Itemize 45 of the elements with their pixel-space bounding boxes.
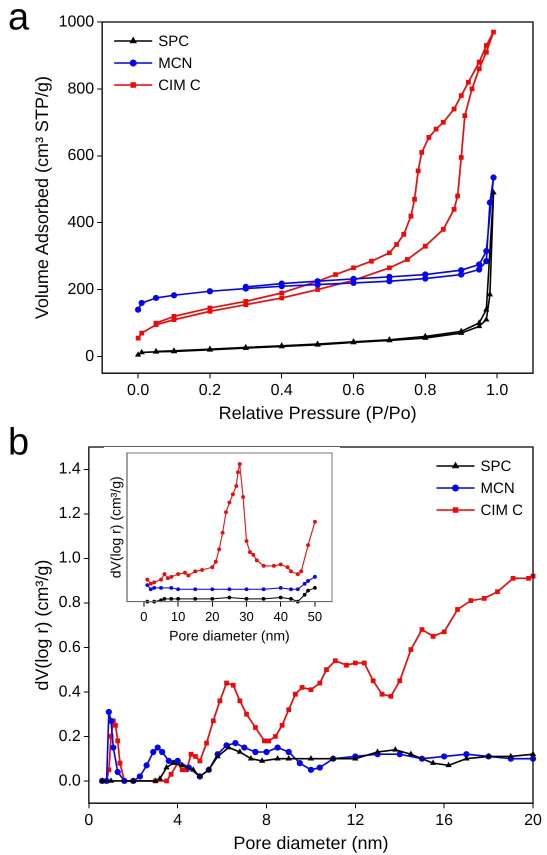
x-tick-label: 0.4 (270, 382, 293, 400)
x-tick-label: 16 (435, 812, 454, 830)
y-axis-title: dV(log r) (cm³/g) (32, 560, 52, 691)
x-tick-label: 50 (308, 608, 322, 624)
legend-label: MCN (480, 480, 515, 498)
y-tick-label: 0.0 (58, 772, 81, 790)
y-tick-label: 0.2 (58, 728, 81, 745)
y-tick-label: 1000 (58, 13, 94, 30)
x-tick-label: 0 (140, 608, 148, 624)
x-tick-label: 8 (262, 812, 272, 830)
legend-label: SPC (480, 458, 512, 476)
x-tick-label: 0.6 (342, 382, 365, 400)
x-axis-title: Pore diameter (nm) (233, 833, 388, 854)
y-tick-label: 0 (85, 348, 94, 365)
y-tick-label: 400 (67, 214, 94, 232)
x-tick-label: 4 (173, 812, 182, 830)
y-axis-title: Volume Adsorbed (cm³ STP/g) (32, 76, 52, 320)
y-tick-label: 200 (67, 280, 94, 298)
legend-label: CIM C (480, 502, 524, 520)
x-tick-label: 12 (346, 812, 364, 830)
y-tick-label: 600 (67, 147, 94, 164)
y-tick-label: 0.6 (58, 638, 81, 656)
y-tick-label: 800 (67, 80, 94, 98)
x-tick-label: 20 (205, 608, 220, 624)
y-tick-label: 1.4 (58, 460, 81, 478)
chart-title: a (8, 0, 30, 38)
chart-title: b (8, 421, 30, 464)
legend-label: SPC (158, 33, 190, 50)
legend-label: CIM C (158, 77, 201, 94)
x-tick-label: 0.2 (198, 382, 222, 400)
x-tick-label: 0.8 (414, 382, 437, 400)
y-axis-title: dV(log r) (cm³/g) (107, 476, 124, 578)
x-tick-label: 0.0 (126, 382, 150, 400)
y-tick-label: 0.8 (58, 594, 81, 612)
x-tick-label: 30 (239, 608, 254, 624)
legend-label: MCN (158, 55, 192, 72)
y-tick-label: 0.4 (58, 683, 81, 700)
x-tick-label: 20 (524, 812, 542, 830)
x-tick-label: 40 (273, 608, 288, 624)
y-tick-label: 1.2 (58, 505, 81, 522)
x-tick-label: 1.0 (486, 382, 508, 400)
x-axis-title: Pore diameter (nm) (169, 627, 290, 644)
x-tick-label: 10 (170, 608, 186, 624)
y-tick-label: 1.0 (58, 550, 81, 567)
x-axis-title: Relative Pressure (P/Po) (218, 403, 417, 424)
